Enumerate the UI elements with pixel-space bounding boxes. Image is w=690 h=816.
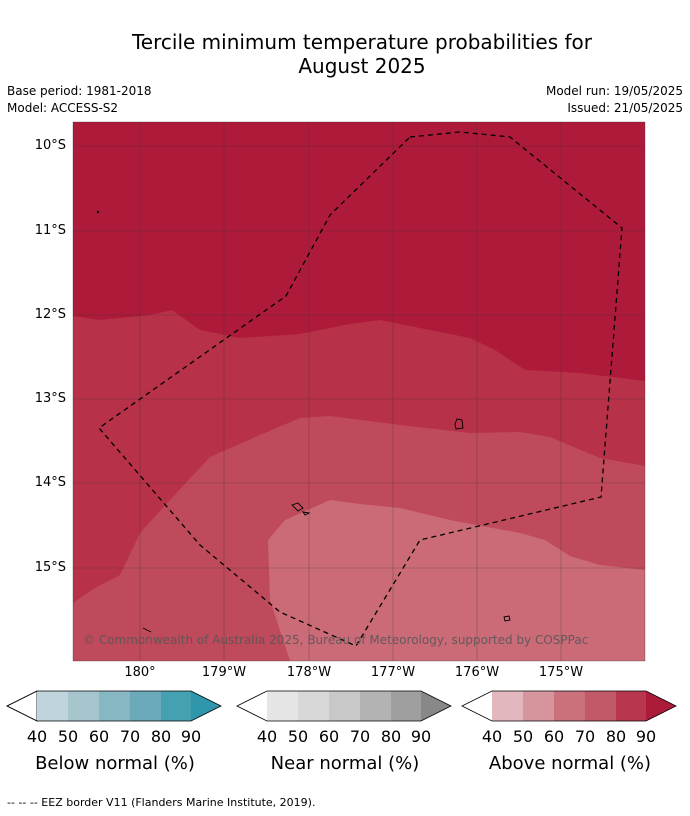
legend-near-arrow-left <box>237 691 267 721</box>
island-5 <box>503 615 511 622</box>
model-run: Model run: 19/05/2025 <box>545 84 683 98</box>
model-name: Model: ACCESS-S2 <box>7 101 119 115</box>
probability-map <box>72 121 646 662</box>
legend-tick: 80 <box>150 727 172 746</box>
legend-above-swatch <box>585 691 616 721</box>
lat-label: 15°S <box>34 560 66 575</box>
legend-near-outline <box>236 690 452 722</box>
island-4 <box>302 511 311 516</box>
lat-label: 10°S <box>34 138 66 153</box>
island-3 <box>291 502 304 512</box>
region-above-60 <box>268 500 645 661</box>
legend-tick: 40 <box>481 727 503 746</box>
legend-above-swatch <box>616 691 646 721</box>
legend-below-swatch <box>161 691 191 721</box>
map-fill-regions <box>73 122 645 661</box>
legend-near-swatch <box>298 691 329 721</box>
title-line-1: Tercile minimum temperature probabilitie… <box>131 30 593 54</box>
legend-tick: 90 <box>180 727 202 746</box>
legend-near-swatch <box>329 691 360 721</box>
legend-tick: 40 <box>26 727 48 746</box>
legend-above-arrow-left <box>462 691 492 721</box>
chart-title: Tercile minimum temperature probabilitie… <box>0 30 690 78</box>
legend-below-outline <box>6 690 222 722</box>
lat-label: 14°S <box>34 475 66 490</box>
legend-tick: 60 <box>88 727 110 746</box>
copyright-notice: © Commonwealth of Australia 2025, Bureau… <box>83 633 589 647</box>
meta-right: Model run: 19/05/2025 Issued: 21/05/2025 <box>546 83 683 117</box>
legend-below-arrow-left <box>6 690 38 722</box>
legend-below-normal <box>6 690 222 722</box>
lon-label: 178°W <box>286 665 332 680</box>
lon-label: 177°W <box>370 665 416 680</box>
legend-tick: 50 <box>287 727 309 746</box>
legend-above-title: Above normal (%) <box>488 753 652 774</box>
map-frame <box>72 121 646 662</box>
island-2 <box>454 418 464 430</box>
legend-tick: 90 <box>635 727 657 746</box>
legend-below-swatch <box>130 691 161 721</box>
legend-tick: 50 <box>512 727 534 746</box>
legend-tick: 70 <box>574 727 596 746</box>
base-period: Base period: 1981-2018 <box>7 84 152 98</box>
legend-below-arrow-right <box>191 691 221 721</box>
legend-tick: 90 <box>410 727 432 746</box>
legend-above-swatch <box>523 691 554 721</box>
legend-tick: 60 <box>318 727 340 746</box>
legend-tick: 80 <box>605 727 627 746</box>
lat-label: 11°S <box>34 223 66 238</box>
eez-footnote: -- -- -- EEZ border V11 (Flanders Marine… <box>7 796 316 809</box>
island-6 <box>142 627 152 633</box>
legend-below-swatch <box>37 691 68 721</box>
legend-tick: 70 <box>119 727 141 746</box>
legend-near-title: Near normal (%) <box>270 753 420 774</box>
legend-below-swatch <box>68 691 99 721</box>
legend-above-outline <box>461 690 677 722</box>
legend-tick: 70 <box>349 727 371 746</box>
legend-near-arrow-right <box>421 691 451 721</box>
legend-near-swatch <box>360 691 391 721</box>
eez-border <box>98 131 623 647</box>
legend-above-normal <box>461 690 677 722</box>
legend-tick: 50 <box>57 727 79 746</box>
issued-date: Issued: 21/05/2025 <box>567 101 683 115</box>
islands <box>96 210 511 633</box>
legend-above-swatch <box>554 691 585 721</box>
legend-tick: 60 <box>543 727 565 746</box>
legend-below-swatch <box>99 691 130 721</box>
legend-tick: 40 <box>256 727 278 746</box>
legend-near-swatch <box>267 691 298 721</box>
legend-above-swatch <box>492 691 523 721</box>
island-1 <box>96 210 100 214</box>
grid-lines <box>73 122 645 661</box>
lat-label: 13°S <box>34 391 66 406</box>
lon-label: 175°W <box>538 665 584 680</box>
lon-label: 179°W <box>201 665 247 680</box>
legend-below-title: Below normal (%) <box>35 753 195 774</box>
lon-label: 176°W <box>454 665 500 680</box>
title-line-2: August 2025 <box>298 54 426 78</box>
lon-label: 180° <box>124 665 156 680</box>
legend-near-normal <box>236 690 452 722</box>
legend-near-swatch <box>391 691 421 721</box>
legend-tick: 80 <box>380 727 402 746</box>
lat-label: 12°S <box>34 307 66 322</box>
legend-above-arrow-right <box>646 691 676 721</box>
meta-left: Base period: 1981-2018 Model: ACCESS-S2 <box>7 83 152 117</box>
